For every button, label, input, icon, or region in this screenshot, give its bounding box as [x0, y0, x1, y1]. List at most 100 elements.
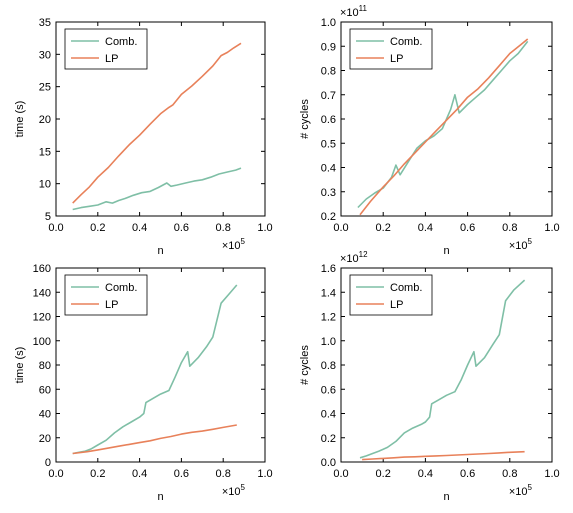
series-line-lp: [362, 450, 525, 461]
y-axis-label: time (s): [14, 347, 26, 384]
y-tick-label: 35: [39, 17, 51, 29]
y-multiplier: ×1012: [340, 250, 368, 265]
x-multiplier-exponent: 5: [528, 237, 533, 246]
chart-panel-3: 0.0 0.2 0.4 0.6 0.8 1.0 0 20 40 60 80 100 120 140 160 n…: [14, 263, 273, 503]
legend-box: [64, 28, 148, 70]
y-tick-label: 0: [45, 457, 51, 469]
x-tick-label: 0.2: [90, 468, 105, 480]
y-tick-label: 1.2: [321, 312, 336, 324]
y-tick-label: 0.2: [321, 211, 336, 223]
legend-box: [64, 274, 148, 316]
series-line-comb: [359, 279, 526, 459]
y-tick-label: 160: [33, 263, 51, 275]
x-tick-label: 0.2: [376, 468, 391, 480]
x-tick-label: 0.4: [418, 468, 433, 480]
x-multiplier-base: ×10: [222, 486, 241, 498]
x-tick-label: 0.6: [460, 222, 475, 234]
x-tick-label: 0.4: [132, 222, 147, 234]
x-tick-label: 0.2: [90, 222, 105, 234]
y-axis-label: time (s): [14, 101, 26, 138]
y-tick-label: 0.6: [321, 114, 336, 126]
y-tick-label: 1.0: [321, 17, 336, 29]
y-tick-label: 1.4: [321, 287, 336, 299]
y-tick-label: 0.9: [321, 41, 336, 53]
y-tick-label: 0.4: [321, 409, 336, 421]
x-tick-label: 0.0: [333, 468, 348, 480]
legend-label-lp: LP: [390, 299, 403, 311]
y-tick-label: 20: [39, 114, 51, 126]
y-tick-label: 0.0: [321, 457, 336, 469]
y-tick-label: 0.3: [321, 187, 336, 199]
x-tick-label: 0.0: [48, 468, 63, 480]
y-tick-label: 80: [39, 360, 51, 372]
x-multiplier: ×105: [222, 483, 246, 498]
x-tick-label: 1.0: [544, 468, 559, 480]
series-line-lp: [72, 424, 237, 455]
x-tick-label: 0.6: [460, 468, 475, 480]
x-tick-label: 0.0: [333, 222, 348, 234]
y-multiplier-exponent: 12: [359, 250, 368, 259]
x-tick-label: 0.6: [174, 468, 189, 480]
x-axis-label: n: [443, 491, 449, 503]
x-axis-label: n: [157, 245, 163, 257]
y-tick-label: 0.4: [321, 163, 336, 175]
y-tick-label: 10: [39, 179, 51, 191]
x-tick-label: 0.8: [216, 468, 231, 480]
y-multiplier-base: ×10: [340, 253, 359, 265]
y-tick-label: 25: [39, 82, 51, 94]
y-axis-label: # cycles: [299, 99, 311, 139]
x-multiplier: ×105: [509, 237, 533, 252]
legend-label-lp: LP: [105, 299, 118, 311]
y-tick-label: 0.7: [321, 90, 336, 102]
y-tick-label: 0.5: [321, 138, 336, 150]
y-tick-label: 15: [39, 146, 51, 158]
x-multiplier: ×105: [509, 483, 533, 498]
y-tick-label: 140: [33, 287, 51, 299]
x-multiplier: ×105: [222, 237, 246, 252]
x-axis-label: n: [443, 245, 449, 257]
x-tick-label: 1.0: [544, 222, 559, 234]
x-multiplier-exponent: 5: [241, 237, 246, 246]
y-tick-label: 120: [33, 312, 51, 324]
legend-box: [349, 28, 433, 70]
y-tick-label: 5: [45, 211, 51, 223]
legend-label-lp: LP: [105, 53, 118, 65]
x-tick-label: 1.0: [257, 222, 272, 234]
y-tick-label: 30: [39, 49, 51, 61]
y-tick-label: 1.0: [321, 336, 336, 348]
y-tick-label: 0.8: [321, 66, 336, 78]
chart-panel-4: 0.0 0.2 0.4 0.6 0.8 1.0 0.0 0.2 0.4 0.6 0.8 1.0 1.2 1…: [299, 250, 560, 503]
legend: Comb. LP: [349, 274, 433, 316]
x-tick-label: 1.0: [257, 468, 272, 480]
legend-label-lp: LP: [390, 53, 403, 65]
series-line-comb: [72, 167, 242, 211]
y-tick-label: 100: [33, 336, 51, 348]
x-multiplier-base: ×10: [509, 486, 528, 498]
legend-box: [349, 274, 433, 316]
x-tick-label: 0.4: [132, 468, 147, 480]
legend-label-comb: Comb.: [105, 282, 137, 294]
legend-label-comb: Comb.: [390, 282, 422, 294]
series-line-comb: [72, 284, 238, 455]
x-tick-label: 0.8: [216, 222, 231, 234]
x-tick-label: 0.0: [48, 222, 63, 234]
series-line-lp: [72, 42, 242, 204]
chart-panel-1: 0.0 0.2 0.4 0.6 0.8 1.0 5 10 15 20 25 30 35 n time (s)…: [14, 17, 273, 257]
y-tick-label: 20: [39, 433, 51, 445]
y-multiplier-base: ×10: [340, 7, 359, 19]
x-tick-label: 0.4: [418, 222, 433, 234]
y-tick-label: 60: [39, 384, 51, 396]
y-tick-label: 1.6: [321, 263, 336, 275]
x-tick-label: 0.6: [174, 222, 189, 234]
x-multiplier-exponent: 5: [528, 483, 533, 492]
legend-label-comb: Comb.: [105, 36, 137, 48]
legend: Comb. LP: [349, 28, 433, 70]
x-tick-label: 0.8: [502, 222, 517, 234]
series-line-lp: [359, 38, 529, 216]
y-multiplier-exponent: 11: [359, 4, 368, 13]
x-axis-label: n: [157, 491, 163, 503]
legend: Comb. LP: [64, 274, 148, 316]
y-axis-label: # cycles: [299, 345, 311, 385]
y-tick-label: 0.6: [321, 384, 336, 396]
